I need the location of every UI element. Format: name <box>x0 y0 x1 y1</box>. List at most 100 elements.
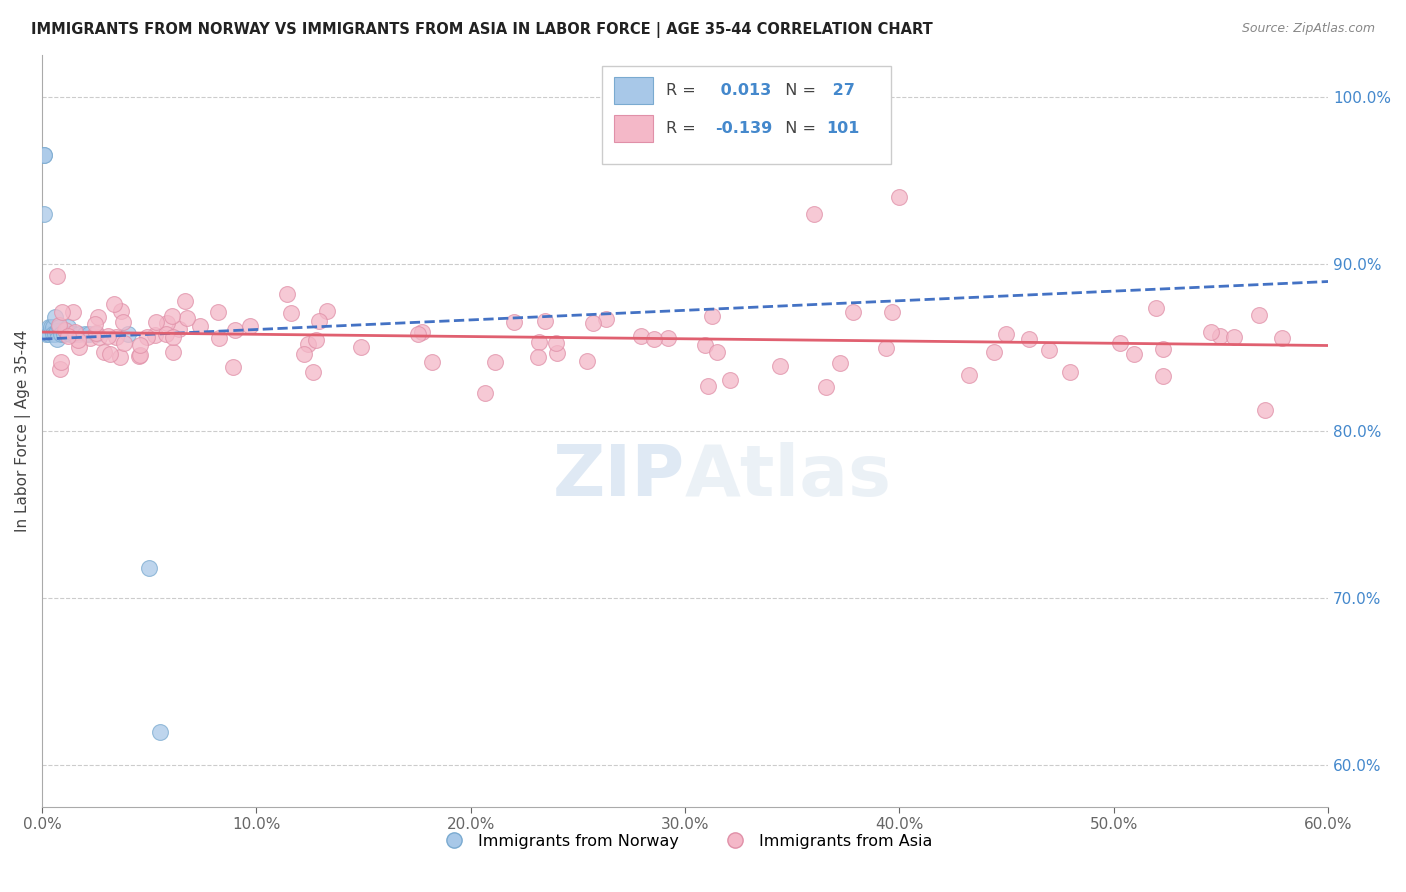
Point <box>93 344 115 359</box>
Point <box>63 327 86 342</box>
Point <box>38 320 60 334</box>
Bar <box>614 77 652 104</box>
Point <box>239 319 262 334</box>
Point <box>595 311 617 326</box>
Point <box>222 359 245 374</box>
Point <box>62 304 84 318</box>
Point <box>103 297 125 311</box>
Point <box>111 315 134 329</box>
Point <box>889 190 911 204</box>
Point <box>643 332 665 346</box>
Point <box>546 346 568 360</box>
Text: N =: N = <box>775 83 821 98</box>
Point <box>48 320 70 334</box>
Point <box>544 335 567 350</box>
Point <box>207 305 229 319</box>
Point <box>67 333 90 347</box>
Point <box>208 331 231 345</box>
Bar <box>602 66 891 164</box>
Point <box>84 327 107 342</box>
Point <box>630 329 652 343</box>
Point <box>79 331 101 345</box>
Point <box>55 324 77 338</box>
Point <box>135 329 157 343</box>
Point <box>32 207 55 221</box>
Point <box>44 327 66 342</box>
Point <box>49 361 72 376</box>
Point <box>803 207 825 221</box>
Point <box>97 329 120 343</box>
Point <box>1223 329 1246 343</box>
Point <box>422 354 444 368</box>
Text: -0.139: -0.139 <box>714 120 772 136</box>
Point <box>84 317 107 331</box>
Text: 0.013: 0.013 <box>714 83 770 98</box>
Point <box>53 323 76 337</box>
Point <box>828 356 851 370</box>
Point <box>77 327 100 342</box>
Point <box>156 316 179 330</box>
Text: 101: 101 <box>827 120 860 136</box>
Point <box>128 349 150 363</box>
Point <box>39 320 62 334</box>
Point <box>474 385 496 400</box>
Point <box>882 305 904 319</box>
Point <box>46 332 69 346</box>
Point <box>983 345 1005 359</box>
Point <box>1038 343 1060 358</box>
Point <box>42 327 65 342</box>
Point <box>1249 308 1271 322</box>
Point <box>350 340 373 354</box>
Point <box>297 336 319 351</box>
Text: IMMIGRANTS FROM NORWAY VS IMMIGRANTS FROM ASIA IN LABOR FORCE | AGE 35-44 CORREL: IMMIGRANTS FROM NORWAY VS IMMIGRANTS FRO… <box>31 22 932 38</box>
Point <box>73 327 96 342</box>
Point <box>534 314 557 328</box>
Point <box>176 310 198 325</box>
Point <box>1271 331 1294 345</box>
Point <box>527 351 550 365</box>
Point <box>155 326 177 341</box>
Point <box>484 355 506 369</box>
Text: Atlas: Atlas <box>685 442 893 510</box>
Point <box>693 338 716 352</box>
Point <box>59 327 82 342</box>
Point <box>87 310 110 325</box>
Point <box>65 325 87 339</box>
Point <box>503 315 526 329</box>
Point <box>1144 301 1167 315</box>
Point <box>1122 347 1144 361</box>
Text: Source: ZipAtlas.com: Source: ZipAtlas.com <box>1241 22 1375 36</box>
Point <box>994 326 1017 341</box>
Point <box>110 303 132 318</box>
Point <box>51 327 73 342</box>
Point <box>1254 403 1277 417</box>
Point <box>411 325 433 339</box>
Point <box>42 320 65 334</box>
Text: R =: R = <box>666 83 700 98</box>
Point <box>86 326 108 340</box>
Point <box>48 318 70 333</box>
Point <box>56 320 79 334</box>
Point <box>128 338 150 352</box>
Point <box>108 350 131 364</box>
Point <box>117 327 139 342</box>
Point <box>308 313 330 327</box>
Point <box>87 330 110 344</box>
Point <box>162 330 184 344</box>
Point <box>173 293 195 308</box>
Point <box>35 327 58 342</box>
Point <box>1059 365 1081 379</box>
Y-axis label: In Labor Force | Age 35-44: In Labor Force | Age 35-44 <box>15 330 31 533</box>
Point <box>44 310 66 325</box>
Point <box>875 341 897 355</box>
Point <box>305 333 328 347</box>
Point <box>190 319 212 334</box>
Point <box>45 268 67 283</box>
Point <box>769 359 792 373</box>
Point <box>49 355 72 369</box>
Point <box>582 317 605 331</box>
Point <box>46 324 69 338</box>
Point <box>224 323 246 337</box>
Point <box>149 724 172 739</box>
Point <box>112 335 135 350</box>
